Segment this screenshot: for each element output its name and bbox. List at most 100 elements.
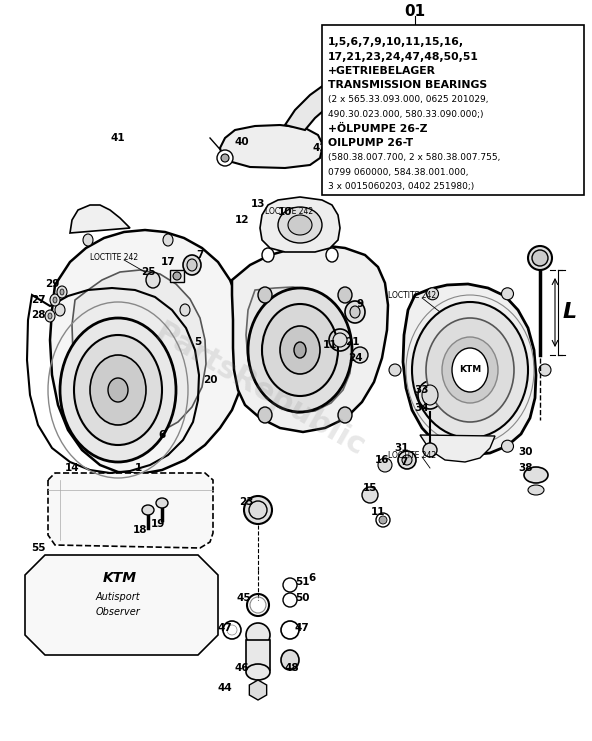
Ellipse shape [249, 501, 267, 519]
Ellipse shape [173, 272, 181, 280]
Polygon shape [220, 125, 323, 168]
Ellipse shape [156, 498, 168, 508]
Ellipse shape [524, 467, 548, 483]
Text: 14: 14 [65, 463, 79, 473]
Ellipse shape [423, 443, 437, 457]
Text: (580.38.007.700, 2 x 580.38.007.755,: (580.38.007.700, 2 x 580.38.007.755, [328, 153, 500, 162]
Text: 19: 19 [151, 519, 165, 529]
Text: 18: 18 [133, 525, 147, 535]
Ellipse shape [108, 378, 128, 402]
Polygon shape [249, 680, 266, 700]
Ellipse shape [60, 289, 64, 295]
Text: 490.30.023.000, 580.33.090.000;): 490.30.023.000, 580.33.090.000;) [328, 110, 484, 119]
Text: 48: 48 [285, 663, 300, 673]
Text: Observer: Observer [96, 607, 140, 617]
Ellipse shape [330, 70, 350, 90]
Text: KTM: KTM [103, 571, 137, 585]
Text: 7: 7 [197, 250, 204, 260]
Ellipse shape [398, 451, 416, 469]
Text: 20: 20 [202, 375, 217, 385]
Ellipse shape [83, 234, 93, 246]
Text: LOCTITE 242: LOCTITE 242 [388, 291, 436, 301]
Ellipse shape [53, 297, 57, 303]
Ellipse shape [55, 304, 65, 316]
Ellipse shape [501, 440, 513, 452]
Text: 47: 47 [218, 623, 233, 633]
Ellipse shape [350, 306, 360, 318]
Ellipse shape [246, 664, 270, 680]
Text: 1: 1 [134, 463, 141, 473]
Ellipse shape [217, 150, 233, 166]
Polygon shape [260, 197, 340, 252]
Ellipse shape [338, 287, 352, 303]
Text: 17,21,23,24,47,48,50,51: 17,21,23,24,47,48,50,51 [328, 52, 479, 62]
Text: LOCTITE 242: LOCTITE 242 [90, 253, 138, 262]
Text: 41: 41 [111, 133, 126, 143]
Text: 15: 15 [363, 483, 377, 493]
Text: 40: 40 [234, 137, 249, 147]
Text: 23: 23 [239, 497, 253, 507]
Text: 16: 16 [375, 455, 390, 465]
Ellipse shape [180, 304, 190, 316]
Ellipse shape [426, 318, 514, 422]
Text: 7: 7 [400, 457, 408, 467]
Ellipse shape [183, 255, 201, 275]
Text: 45: 45 [237, 593, 252, 603]
Ellipse shape [262, 248, 274, 262]
Ellipse shape [187, 259, 197, 271]
Text: OILPUMP 26-T: OILPUMP 26-T [328, 139, 413, 148]
Text: 28: 28 [31, 310, 45, 320]
Ellipse shape [452, 348, 488, 392]
Ellipse shape [45, 310, 55, 322]
Text: 34: 34 [414, 403, 429, 413]
Ellipse shape [326, 248, 338, 262]
Ellipse shape [246, 623, 270, 647]
Text: 13: 13 [251, 199, 265, 209]
Text: +GETRIEBELAGER: +GETRIEBELAGER [328, 66, 436, 76]
Text: 5: 5 [194, 337, 202, 347]
Text: 55: 55 [31, 543, 45, 553]
Ellipse shape [142, 505, 154, 515]
Text: TRANSMISSION BEARINGS: TRANSMISSION BEARINGS [328, 81, 487, 90]
Text: 29: 29 [45, 279, 59, 289]
Ellipse shape [280, 326, 320, 374]
Ellipse shape [248, 288, 352, 412]
Ellipse shape [426, 440, 439, 452]
Text: KTM: KTM [459, 365, 481, 374]
Text: +ÖLPUMPE 26-Z: +ÖLPUMPE 26-Z [328, 124, 427, 134]
Text: 11: 11 [371, 507, 385, 517]
Polygon shape [50, 230, 245, 474]
Text: 21: 21 [345, 337, 359, 347]
Ellipse shape [258, 287, 272, 303]
Ellipse shape [258, 407, 272, 423]
Ellipse shape [352, 347, 368, 363]
Text: 6: 6 [159, 430, 166, 440]
Polygon shape [403, 284, 536, 455]
Ellipse shape [379, 516, 387, 524]
Bar [170, 270, 184, 282]
Ellipse shape [48, 313, 52, 319]
Text: 30: 30 [519, 447, 533, 457]
Text: 38: 38 [519, 463, 533, 473]
Text: 0799 060000, 584.38.001.000,: 0799 060000, 584.38.001.000, [328, 167, 468, 176]
Bar [246, 640, 270, 670]
Ellipse shape [50, 294, 60, 306]
Text: 12: 12 [235, 215, 249, 225]
Ellipse shape [288, 215, 312, 235]
Ellipse shape [528, 485, 544, 495]
Polygon shape [72, 270, 206, 436]
Ellipse shape [532, 250, 548, 266]
Text: 27: 27 [31, 295, 46, 305]
Text: 1,5,6,7,9,10,11,15,16,: 1,5,6,7,9,10,11,15,16, [328, 37, 464, 47]
Ellipse shape [57, 286, 67, 298]
Ellipse shape [262, 304, 338, 396]
Text: 44: 44 [218, 683, 233, 693]
Text: 46: 46 [234, 663, 249, 673]
Ellipse shape [333, 333, 347, 347]
Text: 25: 25 [141, 267, 155, 277]
Polygon shape [25, 555, 218, 655]
Text: (2 x 565.33.093.000, 0625 201029,: (2 x 565.33.093.000, 0625 201029, [328, 95, 488, 104]
Text: 50: 50 [295, 593, 309, 603]
Text: 3 x 0015060203, 0402 251980;): 3 x 0015060203, 0402 251980;) [328, 182, 474, 191]
Text: PartsRepublic: PartsRepublic [150, 318, 371, 462]
